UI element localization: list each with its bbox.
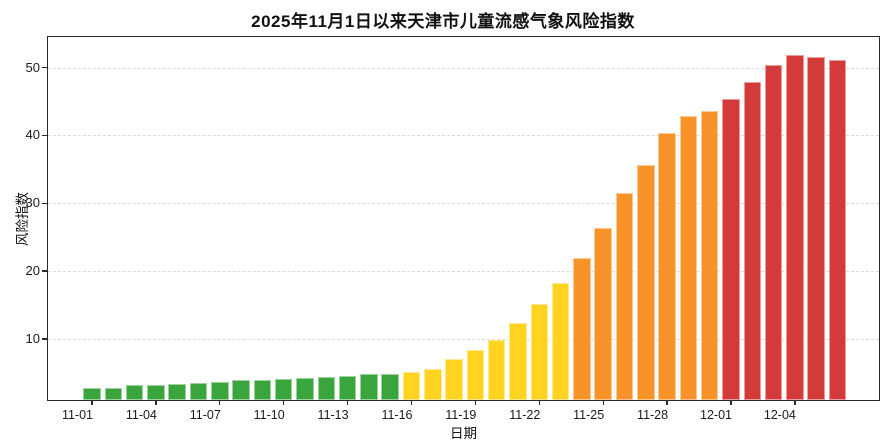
gridline-40: [48, 135, 879, 137]
bar-11-15: [381, 373, 399, 400]
bar-11-09: [253, 379, 272, 400]
y-tick-40: [42, 134, 47, 137]
bar-12-04: [786, 54, 804, 400]
x-tick-11-25: [602, 401, 604, 405]
bar-11-04: [147, 385, 165, 400]
x-tick-label-11-07: 11-07: [189, 408, 221, 422]
y-tick-label-40: 40: [25, 127, 40, 143]
x-tick-11-19: [474, 401, 477, 405]
bar-11-06: [189, 383, 208, 400]
x-tick-label-11-28: 11-28: [637, 408, 669, 422]
bar-11-29: [679, 116, 698, 400]
x-tick-label-11-22: 11-22: [509, 408, 541, 422]
x-tick-label-12-04: 12-04: [763, 408, 796, 422]
x-tick-label-11-01: 11-01: [61, 408, 93, 422]
x-tick-11-22: [538, 401, 540, 405]
bar-11-05: [168, 383, 186, 400]
x-tick-11-10: [283, 401, 285, 405]
y-tick-label-20: 20: [25, 263, 40, 279]
bar-11-24: [573, 257, 591, 400]
gridline-20: [48, 271, 879, 273]
x-tick-11-28: [666, 401, 668, 405]
bar-11-08: [232, 380, 250, 400]
x-tick-label-11-25: 11-25: [573, 408, 605, 422]
x-tick-12-04: [794, 401, 796, 405]
chart-title: 2025年11月1日以来天津市儿童流感气象风险指数: [251, 12, 635, 31]
bar-12-06: [828, 60, 847, 400]
bar-11-22: [530, 304, 549, 400]
y-tick-label-30: 30: [25, 195, 40, 211]
bar-11-12: [317, 376, 336, 400]
bar-11-16: [402, 372, 421, 400]
y-tick-50: [42, 66, 47, 69]
bar-11-07: [211, 381, 229, 400]
y-axis-label: 风险指数: [15, 191, 30, 246]
gridline-30: [48, 203, 879, 205]
bar-11-17: [424, 368, 442, 400]
bar-12-03: [764, 64, 783, 400]
bar-11-13: [338, 376, 357, 400]
y-tick-20: [42, 270, 47, 272]
bar-11-18: [445, 359, 463, 400]
bar-11-21: [509, 322, 527, 400]
bar-11-10: [274, 378, 293, 400]
bar-11-11: [296, 378, 314, 400]
x-tick-11-01: [91, 401, 93, 405]
x-tick-label-11-04: 11-04: [125, 408, 157, 422]
bar-11-20: [487, 340, 506, 400]
x-tick-11-13: [346, 401, 349, 405]
bar-12-05: [807, 56, 825, 400]
bar-11-26: [615, 193, 634, 400]
bar-11-01: [83, 388, 101, 400]
bar-11-19: [466, 350, 485, 400]
x-tick-11-04: [155, 401, 157, 405]
y-tick-30: [42, 202, 47, 204]
bar-11-14: [360, 374, 378, 400]
y-tick-10: [42, 338, 47, 340]
bar-11-30: [700, 110, 719, 400]
bar-11-27: [637, 165, 655, 400]
gridline-10: [48, 338, 879, 340]
bar-11-28: [658, 133, 676, 400]
y-tick-label-10: 10: [25, 330, 40, 346]
y-tick-label-50: 50: [25, 59, 40, 75]
x-tick-label-12-01: 12-01: [700, 408, 732, 422]
x-tick-label-11-19: 11-19: [445, 408, 477, 422]
bar-11-23: [551, 283, 570, 400]
gridline-50: [48, 67, 879, 69]
bar-11-03: [125, 385, 144, 400]
bar-11-25: [594, 227, 612, 400]
x-tick-label-11-10: 11-10: [253, 408, 285, 422]
bar-12-01: [722, 98, 740, 400]
x-tick-12-01: [730, 401, 732, 405]
x-tick-11-07: [219, 401, 221, 405]
x-tick-label-11-13: 11-13: [317, 408, 349, 422]
bar-12-02: [743, 82, 762, 400]
bar-11-02: [104, 387, 123, 400]
x-tick-11-16: [410, 401, 413, 405]
x-tick-label-11-16: 11-16: [381, 408, 413, 422]
x-axis-label: 日期: [450, 426, 477, 440]
plot-area: 风险指数 日期 10 20 30 40 50 11-01 11-04 11-07 11-10 11…: [15, 36, 880, 440]
